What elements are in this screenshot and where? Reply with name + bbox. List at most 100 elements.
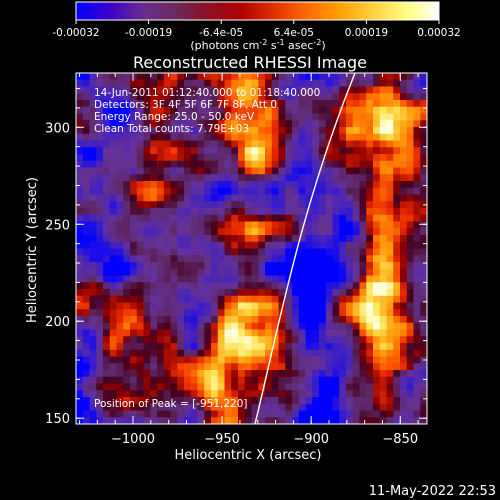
heatmap-cell: [123, 403, 131, 412]
heatmap-cell: [393, 309, 401, 317]
heatmap-cell: [163, 235, 172, 243]
heatmap-cell: [352, 322, 361, 331]
heatmap-cell: [190, 235, 199, 243]
heatmap-cell: [82, 302, 91, 310]
heatmap-cell: [170, 235, 178, 243]
heatmap-cell: [82, 329, 91, 337]
heatmap-cell: [82, 160, 91, 169]
heatmap-cell: [379, 383, 388, 391]
heatmap-cell: [271, 221, 280, 229]
heatmap-cell: [265, 93, 273, 101]
heatmap-cell: [298, 255, 307, 263]
heatmap-cell: [116, 390, 124, 398]
heatmap-cell: [103, 187, 111, 196]
heatmap-cell: [123, 356, 131, 364]
heatmap-cell: [217, 147, 226, 155]
heatmap-cell: [413, 302, 421, 310]
heatmap-cell: [96, 235, 104, 243]
heatmap-cell: [285, 376, 293, 385]
heatmap-cell: [143, 255, 151, 263]
heatmap-cell: [177, 262, 185, 270]
heatmap-cell: [244, 356, 253, 364]
heatmap-cell: [346, 262, 354, 270]
heatmap-cell: [312, 86, 320, 94]
heatmap-cell: [170, 93, 178, 101]
heatmap-cell: [238, 235, 246, 243]
heatmap-cell: [258, 181, 266, 189]
heatmap-cell: [231, 167, 239, 175]
heatmap-cell: [136, 194, 145, 202]
heatmap-cell: [190, 370, 199, 378]
heatmap-cell: [271, 363, 280, 371]
heatmap-cell: [400, 100, 408, 108]
heatmap-cell: [265, 255, 273, 263]
heatmap-cell: [359, 376, 367, 385]
heatmap-cell: [413, 194, 421, 202]
heatmap-cell: [177, 167, 185, 175]
heatmap-cell: [89, 93, 97, 101]
heatmap-cell: [285, 336, 293, 344]
heatmap-cell: [197, 79, 205, 88]
heatmap-cell: [130, 356, 138, 364]
heatmap-cell: [130, 228, 138, 236]
heatmap-cell: [366, 113, 374, 121]
heatmap-cell: [170, 187, 178, 196]
heatmap-cell: [278, 397, 286, 405]
heatmap-cell: [231, 376, 239, 385]
heatmap-cell: [346, 329, 354, 337]
info-line: Clean Total counts: 7.79E+03: [94, 123, 249, 135]
heatmap-cell: [204, 295, 212, 304]
heatmap-cell: [346, 390, 354, 398]
heatmap-cell: [312, 343, 320, 351]
heatmap-cell: [352, 289, 361, 297]
heatmap-cell: [244, 113, 253, 121]
heatmap-cell: [184, 349, 192, 358]
heatmap-cell: [265, 410, 273, 418]
heatmap-cell: [406, 295, 415, 304]
heatmap-cell: [197, 289, 205, 297]
heatmap-cell: [150, 140, 158, 148]
heatmap-cell: [76, 147, 84, 155]
heatmap-cell: [184, 194, 192, 202]
heatmap-cell: [109, 295, 118, 304]
heatmap-cell: [204, 120, 212, 128]
heatmap-cell: [231, 221, 239, 229]
heatmap-cell: [393, 79, 401, 88]
heatmap-cell: [224, 309, 232, 317]
heatmap-cell: [231, 235, 239, 243]
heatmap-cell: [123, 370, 131, 378]
heatmap-cell: [251, 93, 259, 101]
heatmap-cell: [258, 160, 266, 169]
heatmap-cell: [292, 397, 300, 405]
heatmap-cell: [163, 174, 172, 182]
heatmap-cell: [339, 282, 347, 290]
heatmap-cell: [238, 262, 246, 270]
heatmap-cell: [217, 397, 226, 405]
heatmap-cell: [82, 248, 91, 256]
heatmap-cell: [204, 397, 212, 405]
heatmap-cell: [76, 410, 84, 418]
heatmap-cell: [177, 133, 185, 142]
heatmap-cell: [76, 329, 84, 337]
heatmap-cell: [89, 349, 97, 358]
heatmap-cell: [332, 343, 340, 351]
heatmap-cell: [319, 363, 327, 371]
heatmap-cell: [278, 262, 286, 270]
heatmap-cell: [265, 187, 273, 196]
heatmap-cell: [359, 127, 367, 135]
heatmap-cell: [170, 86, 178, 94]
heatmap-cell: [143, 228, 151, 236]
heatmap-cell: [211, 167, 219, 175]
heatmap-cell: [319, 73, 327, 81]
heatmap-cell: [76, 241, 84, 250]
heatmap-cell: [136, 309, 145, 317]
heatmap-cell: [292, 181, 300, 189]
heatmap-cell: [170, 282, 178, 290]
heatmap-cell: [109, 343, 118, 351]
heatmap-cell: [170, 181, 178, 189]
heatmap-cell: [400, 235, 408, 243]
heatmap-cell: [89, 336, 97, 344]
heatmap-cell: [319, 302, 327, 310]
heatmap-cell: [346, 73, 354, 81]
heatmap-cell: [238, 147, 246, 155]
